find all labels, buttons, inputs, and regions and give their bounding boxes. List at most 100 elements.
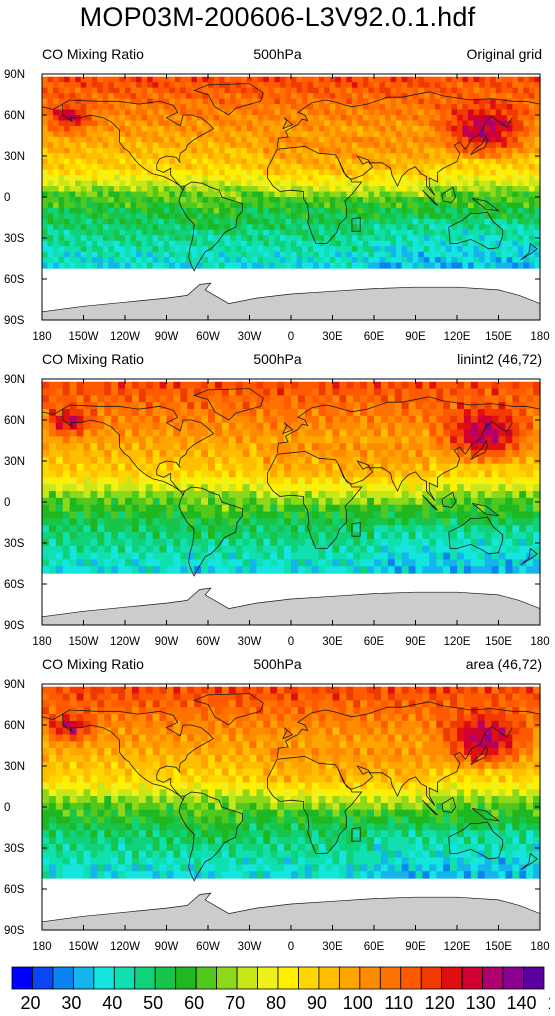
- grid-cell: [457, 207, 464, 214]
- grid-cell: [277, 518, 285, 526]
- grid-cell: [468, 147, 475, 154]
- grid-cell: [118, 470, 126, 478]
- grid-cell: [125, 246, 132, 253]
- grid-cell: [47, 115, 54, 122]
- grid-cell: [169, 180, 176, 187]
- grid-cell: [346, 142, 353, 149]
- grid-cell: [279, 218, 287, 225]
- grid-cell: [152, 511, 161, 519]
- grid-cell: [125, 262, 132, 269]
- grid-cell: [214, 443, 223, 451]
- grid-cell: [462, 197, 469, 204]
- grid-cell: [473, 207, 480, 214]
- grid-cell: [230, 87, 237, 94]
- grid-cell: [208, 395, 216, 403]
- grid-cell: [307, 197, 314, 204]
- grid-cell: [69, 497, 78, 506]
- grid-cell: [263, 164, 270, 171]
- grid-cell: [152, 422, 161, 431]
- grid-cell: [268, 169, 275, 176]
- grid-cell: [533, 409, 541, 417]
- grid-cell: [187, 470, 195, 478]
- grid-cell: [173, 463, 181, 472]
- grid-cell: [246, 207, 253, 214]
- grid-cell: [191, 131, 198, 138]
- grid-cell: [166, 491, 175, 499]
- grid-cell: [534, 158, 541, 165]
- grid-cell: [252, 131, 259, 138]
- grid-cell: [180, 104, 187, 111]
- grid-cell: [235, 497, 244, 506]
- grid-cell: [396, 153, 403, 160]
- grid-cell: [498, 545, 507, 554]
- grid-cell: [136, 109, 143, 116]
- grid-cell: [257, 229, 264, 236]
- grid-cell: [91, 224, 98, 231]
- grid-cell: [445, 235, 453, 242]
- grid-cell: [42, 525, 50, 533]
- grid-cell: [412, 153, 419, 160]
- grid-cell: [228, 436, 237, 444]
- grid-cell: [423, 246, 430, 253]
- grid-cell: [304, 477, 313, 485]
- grid-cell: [387, 395, 396, 403]
- grid-cell: [166, 429, 175, 437]
- grid-cell: [242, 504, 251, 513]
- grid-cell: [387, 545, 396, 554]
- grid-cell: [324, 191, 331, 198]
- grid-cell: [302, 191, 309, 198]
- grid-cell: [42, 395, 50, 403]
- grid-cell: [519, 484, 527, 492]
- grid-cell: [415, 443, 424, 451]
- grid-cell: [53, 262, 60, 269]
- grid-cell: [479, 202, 486, 209]
- grid-cell: [145, 388, 154, 396]
- grid-cell: [374, 207, 381, 214]
- grid-cell: [534, 104, 541, 111]
- grid-cell: [219, 213, 226, 220]
- grid-cell: [440, 158, 447, 165]
- grid-cell: [512, 504, 520, 513]
- grid-cell: [374, 229, 381, 236]
- grid-cell: [224, 125, 231, 132]
- grid-cell: [113, 120, 121, 127]
- grid-cell: [484, 224, 491, 231]
- grid-cell: [152, 115, 159, 122]
- grid-cell: [152, 120, 159, 127]
- grid-cell: [368, 131, 375, 138]
- grid-cell: [519, 415, 527, 424]
- grid-cell: [505, 518, 513, 526]
- grid-cell: [451, 109, 458, 116]
- grid-cell: [158, 142, 165, 149]
- lon-tick-label: 90W: [155, 331, 179, 343]
- grid-cell: [422, 395, 430, 403]
- grid-cell: [138, 484, 147, 492]
- grid-cell: [526, 436, 534, 444]
- grid-cell: [263, 477, 271, 485]
- grid-cell: [97, 504, 105, 513]
- grid-cell: [147, 175, 154, 182]
- grid-cell: [163, 207, 170, 214]
- grid-cell: [418, 76, 425, 83]
- grid-cell: [505, 497, 513, 506]
- grid-cell: [304, 504, 313, 513]
- grid-cell: [422, 388, 430, 396]
- grid-cell: [208, 191, 215, 198]
- grid-cell: [297, 538, 306, 547]
- grid-cell: [440, 175, 447, 182]
- grid-cell: [224, 164, 231, 171]
- grid-cell: [528, 169, 536, 176]
- grid-cell: [108, 136, 115, 143]
- grid-cell: [385, 147, 392, 154]
- grid-cell: [274, 98, 281, 105]
- coastline: [441, 186, 457, 203]
- grid-cell: [42, 125, 49, 132]
- grid-cell: [69, 82, 76, 89]
- grid-cell: [62, 470, 71, 478]
- grid-cell: [346, 538, 354, 547]
- grid-cell: [235, 511, 244, 519]
- grid-cell: [208, 477, 216, 485]
- grid-cell: [58, 180, 65, 187]
- grid-cell: [501, 120, 508, 127]
- grid-cell: [263, 229, 270, 236]
